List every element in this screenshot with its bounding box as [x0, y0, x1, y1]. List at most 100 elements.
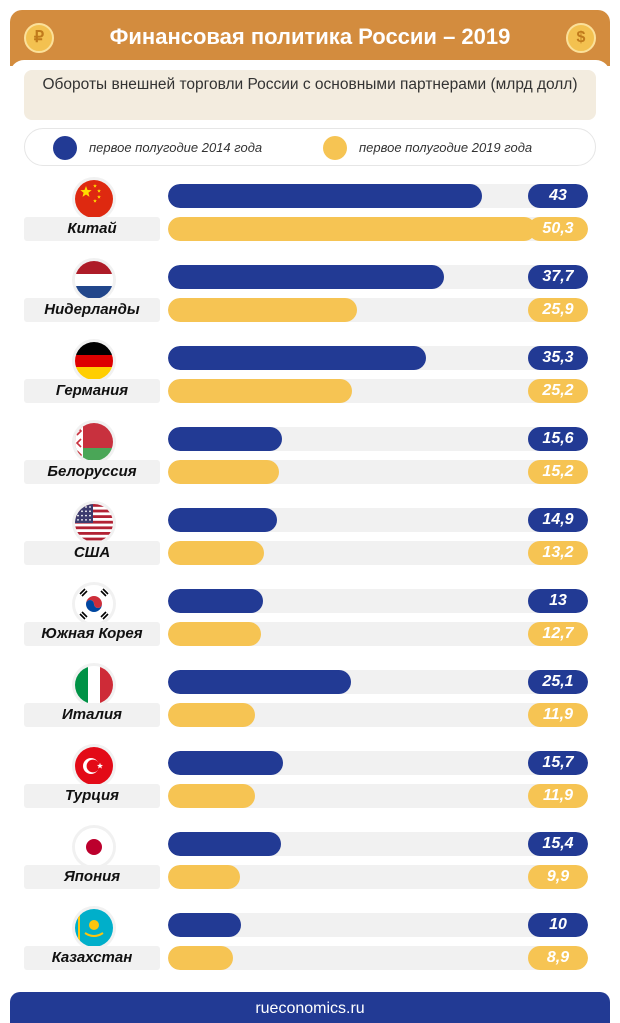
south-korea-flag-icon: [75, 585, 113, 623]
header-bar: ₽ Финансовая политика России – 2019 $: [10, 10, 610, 66]
country-label: Нидерланды: [24, 298, 160, 322]
bar-2014: [168, 832, 281, 856]
country-row: Япония 15,4 9,9: [0, 828, 620, 908]
country-label: Казахстан: [24, 946, 160, 970]
bar-2014: [168, 751, 283, 775]
value-label-2014: 37,7: [528, 265, 588, 289]
country-row: Италия 25,1 11,9: [0, 666, 620, 746]
bar-2014: [168, 427, 282, 451]
china-flag-icon: [75, 180, 113, 218]
country-label: Япония: [24, 865, 160, 889]
legend-swatch-2014: [53, 136, 77, 160]
bar-2019: [168, 460, 280, 484]
value-label-2019: 8,9: [528, 946, 588, 970]
bar-track-2014: 25,1: [168, 670, 588, 694]
value-label-2019: 12,7: [528, 622, 588, 646]
country-label: Белоруссия: [24, 460, 160, 484]
turkey-flag-icon: [75, 747, 113, 785]
bar-2014: [168, 670, 352, 694]
country-label: Италия: [24, 703, 160, 727]
bar-track-2019: 50,3: [168, 217, 588, 241]
bar-2014: [168, 589, 263, 613]
bar-2019: [168, 865, 241, 889]
kazakhstan-flag-icon: [75, 909, 113, 947]
legend-label-2014: первое полугодие 2014 года: [89, 140, 263, 155]
bar-2019: [168, 703, 255, 727]
bar-track-2019: 11,9: [168, 784, 588, 808]
japan-flag-icon: [75, 828, 113, 866]
netherlands-flag-icon: [75, 261, 113, 299]
bar-track-2019: 13,2: [168, 541, 588, 565]
value-label-2014: 25,1: [528, 670, 588, 694]
value-label-2019: 13,2: [528, 541, 588, 565]
country-label: США: [24, 541, 160, 565]
legend: первое полугодие 2014 года первое полуго…: [24, 128, 596, 166]
value-label-2019: 25,2: [528, 379, 588, 403]
value-label-2014: 15,7: [528, 751, 588, 775]
dollar-coin-icon: $: [566, 23, 596, 53]
bar-track-2014: 14,9: [168, 508, 588, 532]
bar-2019: [168, 622, 261, 646]
bar-2014: [168, 346, 426, 370]
bar-track-2014: 15,4: [168, 832, 588, 856]
value-label-2019: 50,3: [528, 217, 588, 241]
value-label-2019: 11,9: [528, 703, 588, 727]
germany-flag-icon: [75, 342, 113, 380]
footer-source: rueconomics.ru: [10, 992, 610, 1023]
chart-subtitle: Обороты внешней торговли России с основн…: [24, 70, 596, 120]
country-row: Германия 35,3 25,2: [0, 342, 620, 422]
bar-track-2019: 12,7: [168, 622, 588, 646]
usa-flag-icon: [75, 504, 113, 542]
bar-2019: [168, 784, 255, 808]
country-label: Китай: [24, 217, 160, 241]
value-label-2014: 10: [528, 913, 588, 937]
page-title: Финансовая политика России – 2019: [109, 24, 511, 49]
value-label-2019: 15,2: [528, 460, 588, 484]
bar-2019: [168, 946, 234, 970]
value-label-2019: 9,9: [528, 865, 588, 889]
value-label-2014: 13: [528, 589, 588, 613]
bar-2014: [168, 508, 277, 532]
country-row: Нидерланды 37,7 25,9: [0, 261, 620, 341]
bar-2014: [168, 184, 483, 208]
bar-track-2014: 37,7: [168, 265, 588, 289]
bar-2019: [168, 541, 265, 565]
legend-label-2019: первое полугодие 2019 года: [359, 140, 533, 155]
bar-track-2019: 9,9: [168, 865, 588, 889]
country-label: Турция: [24, 784, 160, 808]
value-label-2014: 15,4: [528, 832, 588, 856]
bar-track-2014: 35,3: [168, 346, 588, 370]
value-label-2014: 14,9: [528, 508, 588, 532]
belarus-flag-icon: [75, 423, 113, 461]
bar-2014: [168, 265, 444, 289]
value-label-2019: 11,9: [528, 784, 588, 808]
ruble-coin-icon: ₽: [24, 23, 54, 53]
value-label-2014: 15,6: [528, 427, 588, 451]
bar-track-2014: 13: [168, 589, 588, 613]
bar-track-2019: 11,9: [168, 703, 588, 727]
country-label: Южная Корея: [24, 622, 160, 646]
value-label-2014: 35,3: [528, 346, 588, 370]
bar-2014: [168, 913, 242, 937]
country-row: США 14,9 13,2: [0, 504, 620, 584]
country-row: Казахстан 10 8,9: [0, 909, 620, 989]
bar-track-2019: 8,9: [168, 946, 588, 970]
bar-track-2014: 43: [168, 184, 588, 208]
country-row: Турция 15,7 11,9: [0, 747, 620, 827]
bar-2019: [168, 298, 358, 322]
country-row: Китай 43 50,3: [0, 180, 620, 260]
bar-2019: [168, 379, 353, 403]
italy-flag-icon: [75, 666, 113, 704]
legend-swatch-2019: [323, 136, 347, 160]
bar-track-2014: 15,6: [168, 427, 588, 451]
value-label-2019: 25,9: [528, 298, 588, 322]
bar-track-2019: 25,9: [168, 298, 588, 322]
value-label-2014: 43: [528, 184, 588, 208]
country-label: Германия: [24, 379, 160, 403]
bar-track-2014: 10: [168, 913, 588, 937]
bar-track-2019: 15,2: [168, 460, 588, 484]
bar-track-2019: 25,2: [168, 379, 588, 403]
country-row: Южная Корея 13 12,7: [0, 585, 620, 665]
country-row: Белоруссия 15,6 15,2: [0, 423, 620, 503]
bar-track-2014: 15,7: [168, 751, 588, 775]
